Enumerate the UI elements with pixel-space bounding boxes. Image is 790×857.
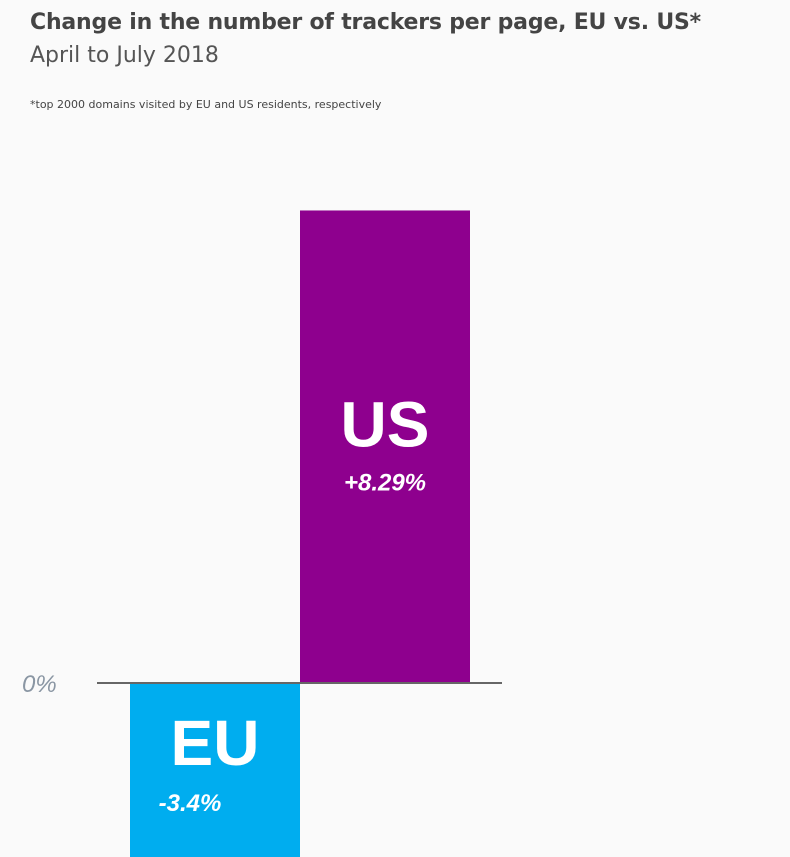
bar-value-us: +8.29% bbox=[344, 470, 426, 497]
bars-group bbox=[130, 210, 470, 857]
zero-axis-label: 0% bbox=[22, 671, 57, 698]
bar-eu bbox=[130, 683, 300, 857]
bar-label-us: US bbox=[341, 389, 430, 461]
chart-footnote: *top 2000 domains visited by EU and US r… bbox=[30, 98, 382, 111]
labels-group: EU -3.4% US +8.29% bbox=[159, 389, 430, 817]
chart-title: Change in the number of trackers per pag… bbox=[30, 10, 701, 35]
bar-us bbox=[300, 210, 470, 683]
chart-subtitle: April to July 2018 bbox=[30, 43, 219, 68]
bar-value-eu: -3.4% bbox=[159, 790, 222, 817]
bar-label-eu: EU bbox=[171, 707, 260, 779]
